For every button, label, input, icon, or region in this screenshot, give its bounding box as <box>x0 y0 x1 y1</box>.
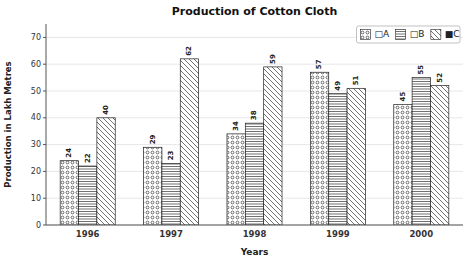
bar <box>412 78 430 225</box>
y-axis-line <box>46 24 47 225</box>
tick-label: 2000 <box>409 229 433 239</box>
legend-label: □A <box>375 29 391 39</box>
tick-label: 0 <box>36 221 41 230</box>
bars <box>60 59 449 225</box>
bar <box>97 118 115 225</box>
tick-label: 20 <box>31 167 41 176</box>
chart: 0 10 20 30 40 50 60 70 24 29 34 57 45 22 23 38 49 55 40 62 5… <box>0 0 471 261</box>
data-label: 22 <box>84 153 92 163</box>
bar <box>79 166 97 225</box>
x-label: Years <box>240 247 269 257</box>
grid-line <box>46 91 463 92</box>
bar <box>347 88 365 225</box>
tick-label: 1999 <box>326 229 350 239</box>
legend-swatch <box>396 30 406 40</box>
data-label: 40 <box>102 105 110 115</box>
bar <box>329 94 347 225</box>
bar <box>310 72 328 225</box>
bar <box>245 123 263 225</box>
x-axis-line <box>46 225 463 226</box>
tick-label: 1998 <box>243 229 267 239</box>
bar <box>264 67 282 225</box>
grid-line <box>46 64 463 65</box>
bar <box>430 86 448 225</box>
grid-line <box>46 225 463 226</box>
data-label: 45 <box>399 92 407 102</box>
tick-label: 50 <box>31 87 41 96</box>
y-label: Production in Lakh Metres <box>3 61 13 187</box>
bar <box>180 59 198 225</box>
data-label: 29 <box>149 134 157 144</box>
data-label: 38 <box>250 110 258 120</box>
title: Production of Cotton Cloth <box>172 5 338 18</box>
data-label: 51 <box>352 75 360 85</box>
legend: □A □B ■C <box>357 26 460 43</box>
data-label: 49 <box>334 81 342 91</box>
data-label: 34 <box>232 121 240 131</box>
data-label: 62 <box>185 46 193 56</box>
tick-label: 60 <box>31 60 41 69</box>
tick-label: 1996 <box>76 229 100 239</box>
data-label: 23 <box>167 150 175 160</box>
bar <box>60 161 78 225</box>
data-label: 57 <box>315 59 323 69</box>
legend-label: □B <box>410 29 425 39</box>
x-axis: 1996 1997 1998 1999 2000 <box>76 229 433 239</box>
bar <box>227 134 245 225</box>
tick-label: 40 <box>31 113 41 122</box>
legend-swatch <box>361 30 371 40</box>
bar <box>144 147 162 225</box>
legend-swatch <box>431 30 441 40</box>
data-label: 52 <box>436 73 444 83</box>
tick-label: 10 <box>31 194 41 203</box>
legend-box <box>357 26 460 43</box>
data-labels: 24 29 34 57 45 22 23 38 49 55 40 62 59 51 52 <box>65 46 443 163</box>
data-label: 24 <box>65 148 73 158</box>
y-axis: 0 10 20 30 40 50 60 70 <box>31 33 463 230</box>
data-label: 55 <box>417 65 425 75</box>
tick-label: 30 <box>31 140 41 149</box>
bar <box>394 104 412 225</box>
legend-label: ■C <box>445 29 460 39</box>
bar <box>162 163 180 225</box>
tick-label: 70 <box>31 33 41 42</box>
tick-label: 1997 <box>159 229 183 239</box>
data-label: 59 <box>269 54 277 64</box>
